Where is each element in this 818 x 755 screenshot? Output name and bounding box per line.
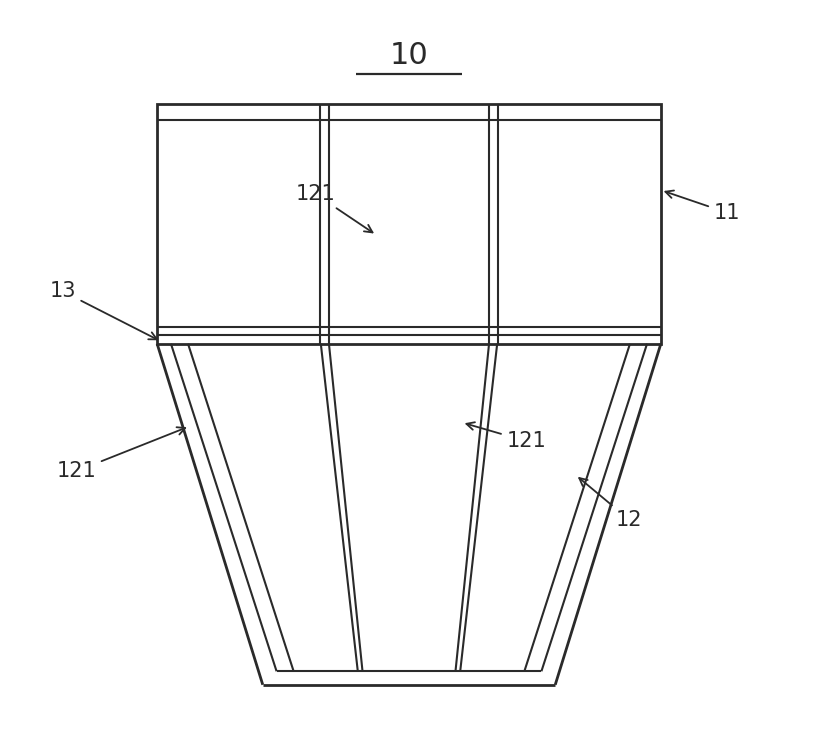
Text: 121: 121 (295, 184, 372, 233)
Text: 10: 10 (389, 41, 429, 69)
Bar (157, 104, 661, 344)
Text: 11: 11 (665, 190, 740, 223)
Text: 121: 121 (56, 427, 185, 481)
Text: 121: 121 (466, 422, 546, 451)
Text: 12: 12 (579, 478, 643, 530)
Text: 13: 13 (49, 282, 157, 339)
